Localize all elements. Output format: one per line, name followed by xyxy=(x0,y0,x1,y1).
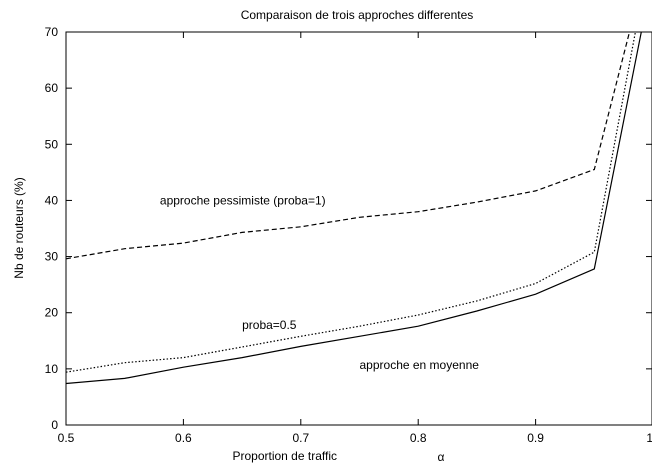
y-axis: 0 10 20 30 40 50 60 70 xyxy=(45,25,652,432)
x-tick-label: 0.6 xyxy=(175,431,192,445)
x-tick-label: 1 xyxy=(646,431,652,445)
x-axis-label: Proportion de traffic xyxy=(232,449,337,463)
x-axis: 0.5 0.6 0.7 0.8 0.9 1 xyxy=(58,32,652,445)
plot-border xyxy=(65,31,652,426)
annotation-label: approche en moyenne xyxy=(360,358,480,372)
annotation-label: approche pessimiste (proba=1) xyxy=(160,193,326,207)
annotation-label: proba=0.5 xyxy=(242,318,297,332)
series-line-solid xyxy=(65,31,642,385)
x-tick-label: 0.8 xyxy=(410,431,427,445)
y-tick-label: 40 xyxy=(45,193,59,207)
x-tick-label: 0.9 xyxy=(527,431,544,445)
series-line-dotted xyxy=(65,31,636,373)
chart-title: Comparaison de trois approches different… xyxy=(241,8,474,22)
series-line-dashed xyxy=(65,31,631,260)
x-tick-label: 0.5 xyxy=(58,431,75,445)
y-tick-label: 60 xyxy=(45,81,59,95)
y-tick-label: 10 xyxy=(45,362,59,376)
y-axis-label: Nb de routeurs (%) xyxy=(12,177,26,278)
plot-frame xyxy=(65,31,652,426)
annotations: approche pessimiste (proba=1) proba=0.5 ap… xyxy=(160,193,479,371)
y-tick-label: 30 xyxy=(45,250,59,264)
series-layer xyxy=(65,31,642,385)
y-tick-label: 20 xyxy=(45,306,59,320)
x-tick-label: 0.7 xyxy=(292,431,309,445)
y-tick-label: 0 xyxy=(51,418,58,432)
y-tick-label: 50 xyxy=(45,137,59,151)
y-tick-label: 70 xyxy=(45,25,59,39)
x-axis-symbol: α xyxy=(438,450,445,464)
